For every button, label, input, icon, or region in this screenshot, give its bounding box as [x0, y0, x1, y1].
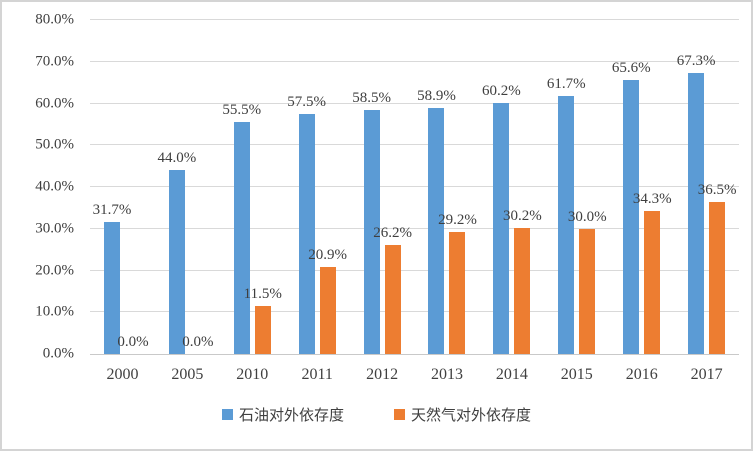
gridline-50 [90, 144, 739, 146]
oil-data-label-2000: 31.7% [92, 201, 132, 218]
oil-bar-2016: 65.6% [612, 61, 651, 354]
plot-area: 31.7% 0.0% 44.0% 0.0% 55.5% 11.5% 57.5% 20.9% 58… [90, 19, 739, 355]
gas-data-label-2011: 20.9% [308, 246, 348, 263]
gridline-40 [90, 186, 739, 187]
x-axis-label-2013: 2013 [430, 366, 463, 383]
gas-bar-2012: 26.2% [373, 225, 412, 354]
gridline-60 [90, 102, 739, 104]
x-axis-label-2015: 2015 [560, 366, 593, 383]
oil-data-label-2013: 58.9% [417, 88, 456, 105]
y-tick-label-50: 50.0% [35, 136, 74, 153]
legend-item-gas: 天然气对外依存度 [394, 404, 531, 425]
oil-data-label-2014: 60.2% [482, 82, 521, 99]
legend-swatch-gas-icon [394, 409, 405, 420]
oil-bar-2011: 57.5% [287, 94, 326, 354]
gas-data-label-2017: 36.5% [697, 181, 737, 198]
x-axis-label-2000: 2000 [106, 366, 139, 383]
oil-bar-2013: 58.9% [417, 89, 456, 354]
y-tick-label-30: 30.0% [35, 220, 74, 237]
gas-bar-2010: 11.5% [244, 287, 282, 354]
y-tick-label-80: 80.0% [35, 11, 74, 28]
bar-groups: 31.7% 0.0% 44.0% 0.0% 55.5% 11.5% 57.5% 20.9% 58… [90, 20, 739, 354]
gas-bar-2015: 30.0% [568, 209, 607, 354]
bar-group-2017: 67.3% 36.5% [674, 20, 739, 354]
oil-bar-2015: 61.7% [547, 77, 586, 354]
bar-group-2014: 60.2% 30.2% [479, 20, 544, 354]
x-axis-label-2017: 2017 [690, 366, 723, 383]
oil-bar-2010: 55.5% [222, 103, 261, 354]
bar-group-2015: 61.7% 30.0% [544, 20, 609, 354]
gas-data-label-2010: 11.5% [243, 286, 282, 302]
x-axis-labels: 2000 2005 2010 2011 2012 2013 2014 2015 2016 2017 [90, 363, 739, 387]
bar-group-2016: 65.6% 34.3% [609, 20, 674, 354]
bar-group-2005: 44.0% 0.0% [155, 20, 220, 354]
oil-bar-2017: 67.3% [677, 54, 715, 354]
x-axis-label-2014: 2014 [495, 366, 528, 383]
gridline-70 [90, 60, 739, 62]
oil-bar-2014: 60.2% [482, 83, 521, 354]
gas-data-label-2016: 34.3% [632, 190, 672, 207]
y-tick-label-70: 70.0% [35, 53, 74, 70]
y-tick-label-40: 40.0% [35, 178, 74, 195]
gridline-30 [90, 227, 739, 229]
oil-data-label-2005: 44.0% [157, 150, 197, 167]
oil-bar-2000: 31.7% [93, 202, 131, 354]
gas-bar-2011: 20.9% [308, 247, 347, 354]
gas-bar-2016: 34.3% [633, 191, 672, 354]
oil-data-label-2016: 65.6% [611, 60, 651, 77]
bar-group-2012: 58.5% 26.2% [350, 20, 415, 354]
bar-group-2000: 31.7% 0.0% [90, 20, 155, 354]
gas-data-label-2015: 30.0% [567, 208, 607, 225]
x-axis-label-2016: 2016 [625, 366, 658, 383]
bar-group-2013: 58.9% 29.2% [415, 20, 480, 354]
oil-data-label-2012: 58.5% [352, 89, 391, 106]
bar-group-2010: 55.5% 11.5% [220, 20, 285, 354]
oil-bar-2005: 44.0% [157, 151, 196, 354]
x-axis-label-2005: 2005 [171, 366, 204, 383]
y-tick-label-20: 20.0% [35, 262, 74, 278]
y-tick-label-60: 60.0% [35, 95, 74, 111]
legend-swatch-oil-icon [221, 409, 233, 420]
legend-item-oil: 石油对外依存度 [221, 404, 344, 425]
gas-data-label-2012: 26.2% [373, 224, 412, 241]
oil-bar-2012: 58.5% [352, 90, 391, 354]
gas-data-label-2005: 0.0% [182, 334, 214, 350]
legend: 石油对外依存度 天然气对外依存度 [2, 404, 751, 425]
gas-bar-2013: 29.2% [438, 213, 477, 354]
gas-bar-2014: 30.2% [503, 208, 542, 354]
oil-data-label-2011: 57.5% [287, 93, 327, 110]
gas-data-label-2013: 29.2% [438, 212, 477, 229]
oil-data-label-2010: 55.5% [222, 102, 262, 119]
gridline-10 [90, 311, 739, 313]
y-tick-label-10: 10.0% [35, 303, 74, 320]
x-axis-label-2012: 2012 [366, 366, 399, 383]
gas-data-label-2000: 0.0% [117, 334, 149, 350]
gas-bar-2017: 36.5% [698, 182, 736, 354]
y-axis-labels: 0.0% 10.0% 20.0% 30.0% 40.0% 50.0% 60.0% 70.0% 8… [2, 12, 82, 361]
legend-label-oil: 石油对外依存度 [238, 408, 344, 424]
gridline-20 [90, 269, 739, 271]
y-tick-label-0: 0.0% [42, 345, 74, 362]
bar-group-2011: 57.5% 20.9% [285, 20, 350, 354]
oil-data-label-2017: 67.3% [676, 53, 716, 70]
x-axis-label-2010: 2010 [236, 366, 269, 383]
gridline-80 [90, 19, 739, 20]
legend-label-gas: 天然气对外依存度 [411, 408, 532, 424]
x-axis-label-2011: 2011 [301, 366, 333, 383]
gas-data-label-2014: 30.2% [503, 207, 542, 224]
oil-data-label-2015: 61.7% [546, 76, 586, 93]
